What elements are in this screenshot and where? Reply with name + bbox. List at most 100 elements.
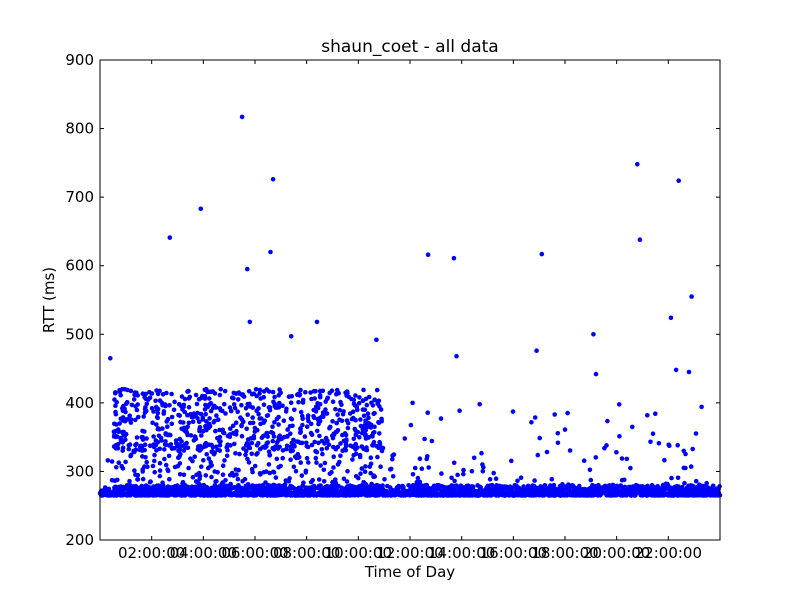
data-point <box>247 445 253 451</box>
data-point <box>280 455 286 461</box>
data-point <box>298 460 304 465</box>
data-point <box>265 413 271 418</box>
data-point <box>581 458 587 464</box>
data-point <box>228 443 233 448</box>
data-point <box>484 492 489 497</box>
data-point <box>179 394 185 399</box>
data-point <box>179 426 184 432</box>
data-point <box>111 493 117 498</box>
data-point <box>341 476 347 482</box>
data-point <box>666 442 671 448</box>
x-tick-label: 14:00:00 <box>428 544 495 562</box>
data-point <box>273 493 278 498</box>
data-point <box>681 465 687 471</box>
data-point <box>408 488 414 494</box>
data-point <box>313 455 319 461</box>
data-point <box>201 458 206 463</box>
data-point <box>168 442 174 447</box>
data-point <box>132 468 137 473</box>
data-point <box>145 397 151 402</box>
data-point <box>426 465 432 470</box>
data-point <box>323 399 329 404</box>
data-point <box>114 465 119 470</box>
data-point <box>372 410 377 416</box>
data-point <box>705 489 710 495</box>
data-point <box>211 451 217 457</box>
data-point <box>137 491 142 497</box>
y-axis-label: RTT (ms) <box>40 267 58 333</box>
data-point <box>272 403 278 409</box>
data-point <box>123 459 128 465</box>
data-point <box>209 474 214 480</box>
data-point <box>239 433 245 439</box>
data-point <box>261 402 267 408</box>
data-point <box>455 472 460 478</box>
data-point <box>560 492 566 498</box>
data-point <box>142 410 148 415</box>
data-point <box>213 428 218 434</box>
data-point <box>247 319 253 325</box>
x-axis-label: Time of Day <box>364 563 455 581</box>
data-point <box>115 427 121 433</box>
data-point <box>140 476 146 482</box>
data-point <box>675 491 681 497</box>
data-point <box>555 431 561 436</box>
data-point <box>369 400 374 406</box>
data-point <box>372 424 377 430</box>
data-point <box>320 388 326 394</box>
data-point <box>564 493 570 498</box>
data-point <box>528 488 533 493</box>
data-point <box>288 416 294 421</box>
data-point <box>214 413 219 418</box>
data-point <box>250 405 256 410</box>
data-point <box>276 414 281 420</box>
data-point <box>388 467 393 472</box>
data-point <box>352 417 357 422</box>
data-point <box>304 455 310 461</box>
data-point <box>331 454 337 460</box>
data-point <box>297 393 302 398</box>
data-point <box>337 407 343 413</box>
data-point <box>457 408 462 414</box>
data-point <box>367 464 373 469</box>
data-point <box>555 440 561 446</box>
data-point <box>128 452 134 458</box>
data-point <box>597 492 602 498</box>
data-point <box>214 485 220 491</box>
y-tick-label: 200 <box>65 531 94 549</box>
data-point <box>525 483 531 489</box>
data-point <box>165 416 171 422</box>
data-point <box>318 463 323 468</box>
data-point <box>193 479 199 484</box>
data-point <box>202 394 208 399</box>
data-point <box>315 401 320 406</box>
data-point <box>317 484 322 490</box>
data-point <box>250 483 255 488</box>
data-point <box>126 446 132 452</box>
data-point <box>205 465 211 471</box>
data-point <box>427 492 433 498</box>
data-point <box>212 469 217 474</box>
data-point <box>302 434 308 439</box>
data-point <box>298 409 304 415</box>
data-point <box>284 446 289 452</box>
data-point <box>546 489 551 495</box>
data-point <box>228 408 234 414</box>
data-point <box>141 414 146 419</box>
data-point <box>317 433 322 439</box>
data-point <box>481 464 486 470</box>
data-point <box>258 421 263 427</box>
data-point <box>258 472 263 477</box>
data-point <box>322 460 328 466</box>
data-point <box>454 353 459 359</box>
data-point <box>214 478 219 484</box>
data-point <box>470 493 475 498</box>
data-point <box>271 447 277 452</box>
data-point <box>272 394 277 400</box>
data-point <box>135 402 140 407</box>
data-point <box>330 479 335 485</box>
data-point <box>293 468 299 474</box>
data-point <box>298 426 303 431</box>
data-point <box>261 395 267 400</box>
data-point <box>420 492 426 498</box>
